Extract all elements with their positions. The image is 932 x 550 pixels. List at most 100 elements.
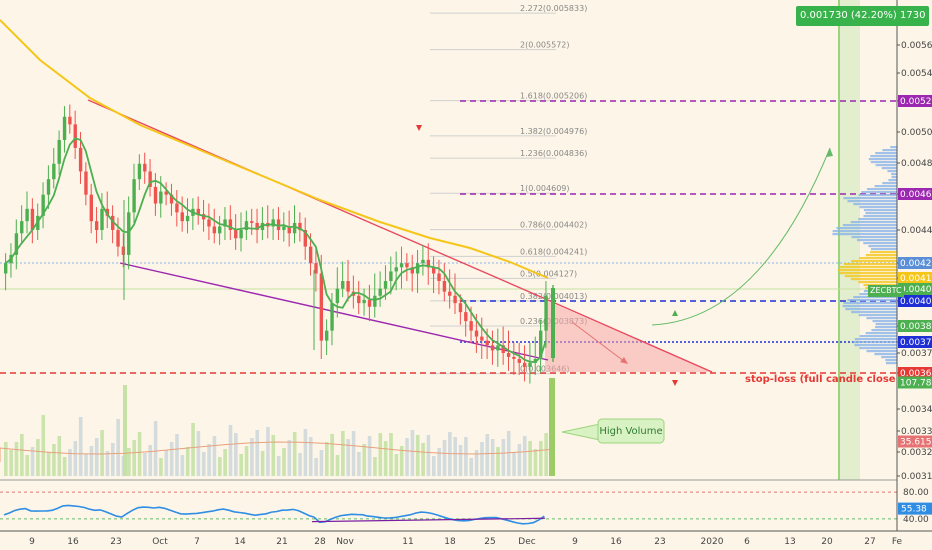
volume-bar <box>52 444 56 476</box>
candle-body-latest <box>551 288 555 358</box>
candle-body <box>159 191 163 204</box>
volume-bar <box>223 449 227 476</box>
time-tick-label: Oct <box>152 537 168 547</box>
candle-body <box>298 222 302 230</box>
time-tick-label: 27 <box>864 537 875 547</box>
volume-profile-bar <box>881 356 897 359</box>
volume-bar <box>282 448 286 476</box>
volume-bar <box>143 453 147 476</box>
rsi-pane <box>0 481 897 531</box>
candle-body <box>100 208 104 230</box>
time-tick-label: Nov <box>336 537 354 547</box>
rsi-current-tag <box>898 502 932 515</box>
volume-bar <box>496 447 500 476</box>
volume-bar <box>127 448 131 476</box>
candle-body <box>480 336 484 341</box>
volume-bar <box>207 444 211 476</box>
volume-profile-bar <box>866 188 897 191</box>
candle-body <box>239 230 243 239</box>
volume-profile-bar <box>868 245 897 248</box>
volume-bar <box>100 430 104 476</box>
candle-body <box>180 212 184 222</box>
fib-label: 0.5(0.004127) <box>520 269 577 278</box>
time-tick-label: 16 <box>67 537 79 547</box>
price-tag <box>898 257 932 269</box>
volume-bar-spike <box>123 385 127 476</box>
volume-bar <box>490 439 495 476</box>
candle-body <box>303 230 307 247</box>
price-tag <box>898 320 932 332</box>
volume-bar <box>36 439 40 476</box>
volume-profile-bar <box>858 218 897 221</box>
price-tag-label: 0.004128 <box>900 274 932 284</box>
volume-profile-bar <box>832 230 897 233</box>
price-tag <box>898 283 932 295</box>
volume-profile-bar <box>851 260 897 263</box>
price-tick-label: 0.003380 <box>901 427 932 437</box>
volume-profile-bar <box>870 251 897 254</box>
price-tag-label: 0.003649 <box>900 369 932 379</box>
candle-body <box>464 312 468 322</box>
volume-profile-bar <box>882 182 897 185</box>
candle-body <box>362 299 366 304</box>
volume-profile-bar <box>845 308 897 311</box>
volume-bar <box>330 434 334 476</box>
volume-bar <box>544 433 548 476</box>
volume-bar <box>185 447 190 476</box>
volume-bar <box>14 442 19 476</box>
candle-body <box>357 295 361 304</box>
volume-bar <box>335 455 340 476</box>
volume-profile-bar <box>890 146 897 149</box>
candle-body <box>544 295 548 331</box>
candle-body <box>469 321 473 331</box>
candle-body <box>432 267 436 274</box>
bearish-arrow-head <box>620 357 628 364</box>
fib-label: 1.236(0.004836) <box>520 149 587 158</box>
upper-trendline-extension <box>547 299 713 373</box>
price-tag-label: 107.781K <box>900 378 932 388</box>
volume-profile-bar <box>851 236 897 239</box>
volume-bar <box>244 446 249 476</box>
time-axis-ticks: 9 16 23 Oct 7 14 21 28 Nov 11 18 25 Dec 9 16 23 2020 6 13 2… <box>29 537 902 547</box>
candle-body <box>496 345 500 351</box>
volume-bar <box>271 435 276 476</box>
volume-bar <box>180 455 185 476</box>
volume-bar <box>522 436 527 476</box>
volume-profile-bar <box>847 200 897 203</box>
candle-body <box>148 171 152 187</box>
price-tag <box>898 336 932 348</box>
price-tag-label: 35.615K <box>900 438 932 448</box>
volume-profile-bar <box>852 341 897 344</box>
volume-bar <box>255 430 260 476</box>
candle-body <box>207 219 211 227</box>
volume-bar <box>287 440 292 476</box>
volume-bar <box>89 446 94 476</box>
candle-body <box>474 330 479 337</box>
candle-body <box>89 194 93 222</box>
volume-bar <box>512 452 516 476</box>
volume-bar <box>292 432 297 476</box>
candle-body <box>346 281 350 292</box>
horizontal-levels <box>0 100 897 374</box>
price-axis-tags: 0.005203 0.004604 0.004201 0.0041280.004099… <box>898 95 932 515</box>
fib-label: 1(0.004609) <box>520 184 570 193</box>
price-tag <box>898 95 932 107</box>
volume-bar <box>308 437 313 476</box>
down-marker-icon <box>672 380 678 386</box>
volume-profile-bar <box>882 149 897 152</box>
volume-profile-bar <box>832 233 897 236</box>
fib-label: 2(0.005572) <box>520 41 570 50</box>
volume-bar <box>46 452 51 476</box>
volume-bar <box>351 431 356 476</box>
candle-body <box>383 281 388 289</box>
volume-moving-average <box>0 441 551 462</box>
candle-body <box>218 226 222 234</box>
volume-bar <box>62 457 67 476</box>
rsi-current-label: 55.38 <box>901 505 927 515</box>
candle-body <box>394 267 398 272</box>
candle-body <box>20 221 24 234</box>
candle-body <box>30 208 35 230</box>
candle-body <box>271 219 275 227</box>
candle-body <box>330 303 334 331</box>
